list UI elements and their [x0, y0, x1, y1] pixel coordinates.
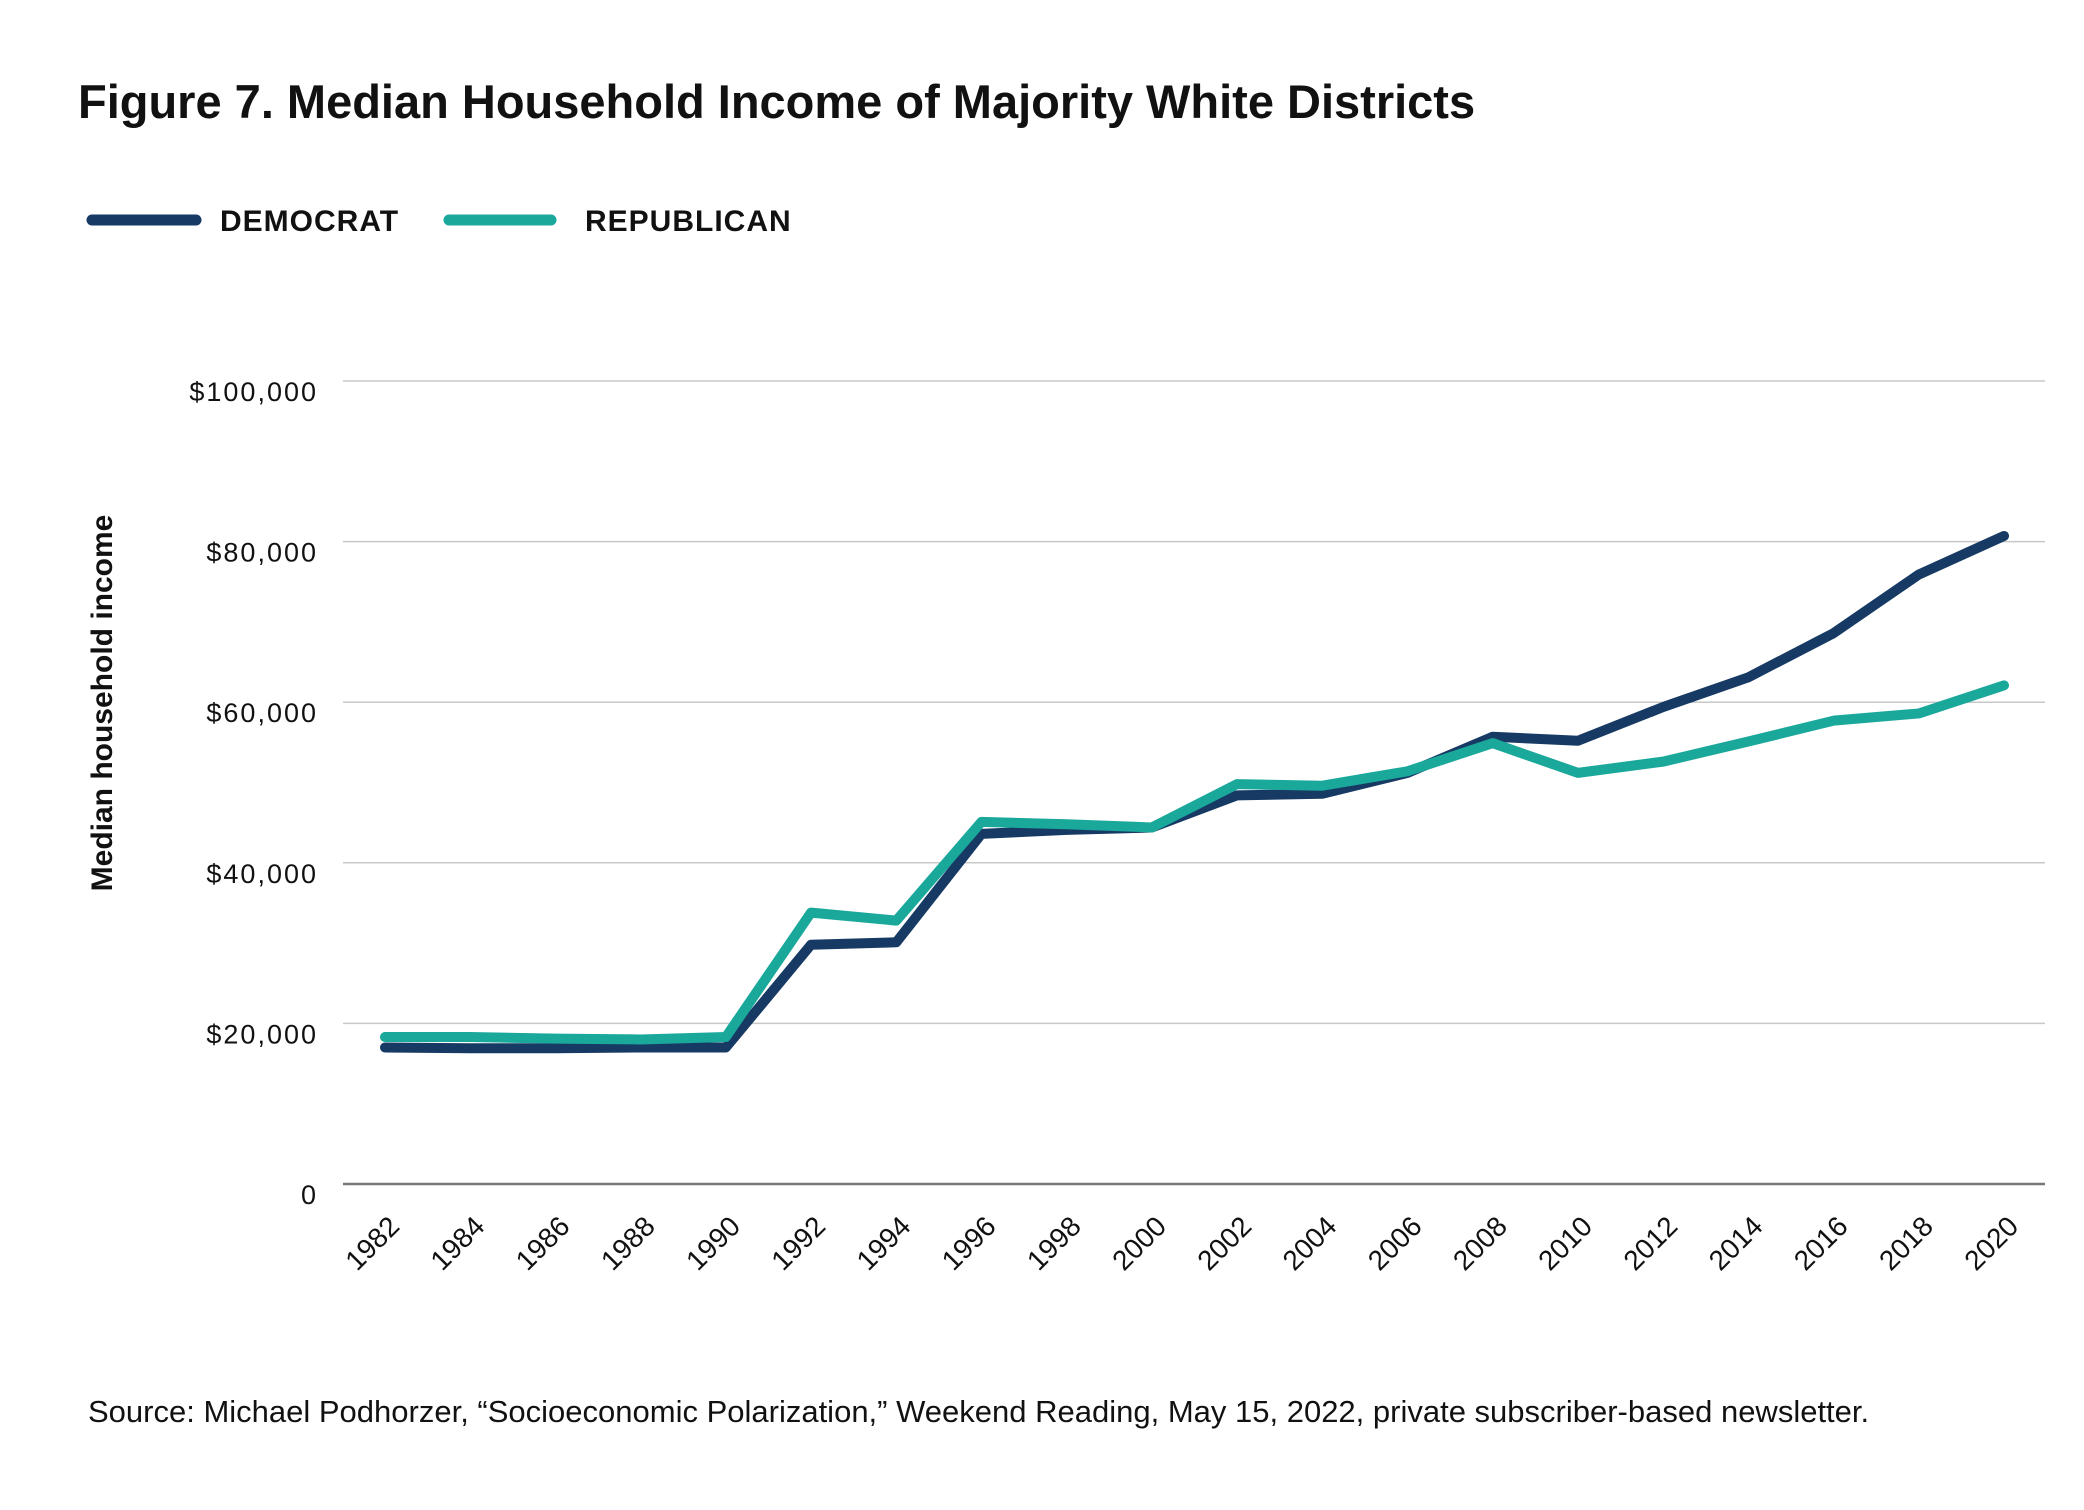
x-tick-label: 1990: [680, 1210, 746, 1276]
series-line: [380, 680, 2009, 1045]
x-tick-label: 2002: [1191, 1210, 1257, 1276]
y-tick-label: $100,000: [189, 377, 318, 407]
x-tick-label: 1988: [595, 1210, 661, 1276]
x-tick-label: 2016: [1788, 1210, 1854, 1276]
x-tick-label: 2006: [1362, 1210, 1428, 1276]
x-tick-label: 1986: [510, 1210, 576, 1276]
x-tick-label: 1998: [1021, 1210, 1087, 1276]
x-tick-label: 1996: [936, 1210, 1002, 1276]
y-tick-label: $80,000: [206, 538, 318, 568]
x-tick-label: 2018: [1873, 1210, 1939, 1276]
y-tick-label: $40,000: [206, 859, 318, 889]
x-tick-label: 1984: [424, 1210, 490, 1276]
y-axis-label: Median household income: [86, 515, 119, 892]
x-tick-label: 2020: [1958, 1210, 2024, 1276]
x-tick-label: 2010: [1532, 1210, 1598, 1276]
x-tick-label: 1992: [765, 1210, 831, 1276]
x-tick-label: 2014: [1703, 1210, 1769, 1276]
y-tick-label: $60,000: [206, 698, 318, 728]
y-tick-label: 0: [301, 1180, 318, 1210]
x-tick-label: 2000: [1106, 1210, 1172, 1276]
x-tick-label: 2004: [1277, 1210, 1343, 1276]
x-tick-label: 1982: [339, 1210, 405, 1276]
x-tick-label: 1994: [851, 1210, 917, 1276]
series-line: [380, 530, 2009, 1054]
x-tick-label: 2008: [1447, 1210, 1513, 1276]
legend-label: DEMOCRAT: [220, 205, 399, 238]
legend-label: REPUBLICAN: [585, 205, 792, 238]
x-tick-label: 2012: [1617, 1210, 1683, 1276]
chart-title: Figure 7. Median Household Income of Maj…: [78, 75, 1475, 128]
y-tick-label: $20,000: [206, 1019, 318, 1049]
source-note: Source: Michael Podhorzer, “Socioeconomi…: [88, 1394, 1869, 1429]
